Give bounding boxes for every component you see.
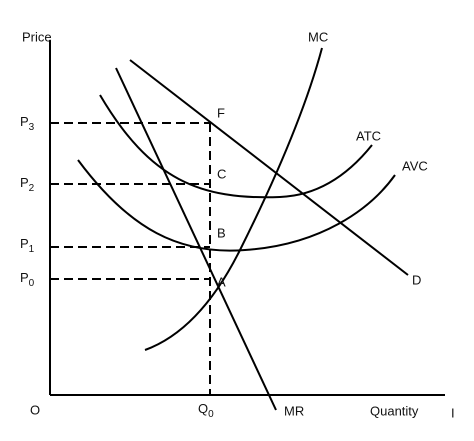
price-subscript: 3	[29, 122, 35, 133]
point-label: A	[217, 274, 226, 289]
price-subscript: 1	[29, 244, 35, 255]
avc-curve	[77, 159, 396, 252]
curve-label: MR	[284, 403, 304, 418]
price-symbol: P	[20, 175, 29, 190]
cursor: I	[451, 405, 455, 420]
y-axis-label: Price	[22, 29, 52, 44]
price-symbol: P	[20, 270, 29, 285]
atc-curve	[99, 94, 373, 199]
origin-label: O	[30, 402, 40, 417]
point-label: F	[217, 105, 225, 120]
demand-curve	[129, 59, 409, 276]
curve-label: MC	[308, 29, 328, 44]
curve-label: D	[412, 272, 421, 287]
price-symbol: P	[20, 236, 29, 251]
curve-label: AVC	[402, 158, 428, 173]
price-subscript: 2	[29, 183, 35, 194]
price-symbol: P	[20, 114, 29, 129]
price-label: P2	[20, 175, 35, 193]
price-label: P3	[20, 114, 35, 132]
quantity-symbol: Q	[198, 401, 208, 416]
curve-label: ATC	[356, 128, 381, 143]
quantity-subscript: 0	[208, 409, 214, 420]
price-label: P0	[20, 270, 35, 288]
x-axis-label: Quantity	[370, 403, 419, 418]
price-label: P1	[20, 236, 35, 254]
point-label: C	[217, 166, 226, 181]
quantity-label: Q0	[198, 401, 214, 419]
mr-curve	[115, 67, 277, 411]
price-subscript: 0	[29, 278, 35, 289]
point-label: B	[217, 225, 226, 240]
